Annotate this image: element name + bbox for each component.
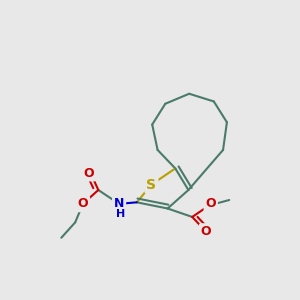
Text: S: S <box>146 178 156 192</box>
Text: O: O <box>78 197 88 210</box>
Text: O: O <box>206 197 216 210</box>
Text: H: H <box>116 209 125 219</box>
Text: O: O <box>84 167 94 180</box>
Text: O: O <box>201 225 212 238</box>
Text: N: N <box>114 197 124 210</box>
